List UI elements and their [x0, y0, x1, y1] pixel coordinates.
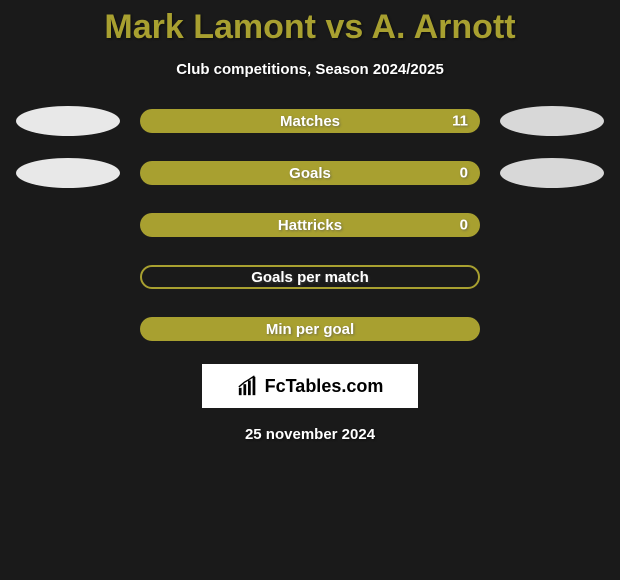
logo-box: FcTables.com	[202, 364, 418, 408]
stat-bar: Hattricks 0	[140, 213, 480, 237]
stat-row: Matches 11	[0, 106, 620, 136]
stat-label: Goals	[289, 165, 331, 182]
stat-label: Hattricks	[278, 217, 342, 234]
player-right-marker	[500, 106, 604, 136]
date-text: 25 november 2024	[0, 426, 620, 443]
chart-icon	[237, 375, 259, 397]
player-left-marker	[16, 106, 120, 136]
logo-text: FcTables.com	[265, 376, 384, 397]
stat-label: Min per goal	[266, 321, 354, 338]
stat-value: 0	[460, 217, 468, 234]
stat-label: Matches	[280, 113, 340, 130]
player-left-marker	[16, 158, 120, 188]
stat-bar: Goals per match	[140, 265, 480, 289]
stat-row: Goals per match	[0, 262, 620, 292]
stat-label: Goals per match	[251, 269, 369, 286]
comparison-infographic: Mark Lamont vs A. Arnott Club competitio…	[0, 0, 620, 443]
stat-rows: Matches 11 Goals 0 Hattricks 0 Goals per match…	[0, 106, 620, 344]
stat-value: 0	[460, 165, 468, 182]
player-right-marker	[500, 158, 604, 188]
stat-row: Min per goal	[0, 314, 620, 344]
stat-bar: Min per goal	[140, 317, 480, 341]
stat-bar: Matches 11	[140, 109, 480, 133]
stat-row: Goals 0	[0, 158, 620, 188]
subtitle: Club competitions, Season 2024/2025	[0, 61, 620, 78]
stat-bar: Goals 0	[140, 161, 480, 185]
page-title: Mark Lamont vs A. Arnott	[0, 0, 620, 47]
stat-row: Hattricks 0	[0, 210, 620, 240]
stat-value: 11	[452, 113, 468, 130]
